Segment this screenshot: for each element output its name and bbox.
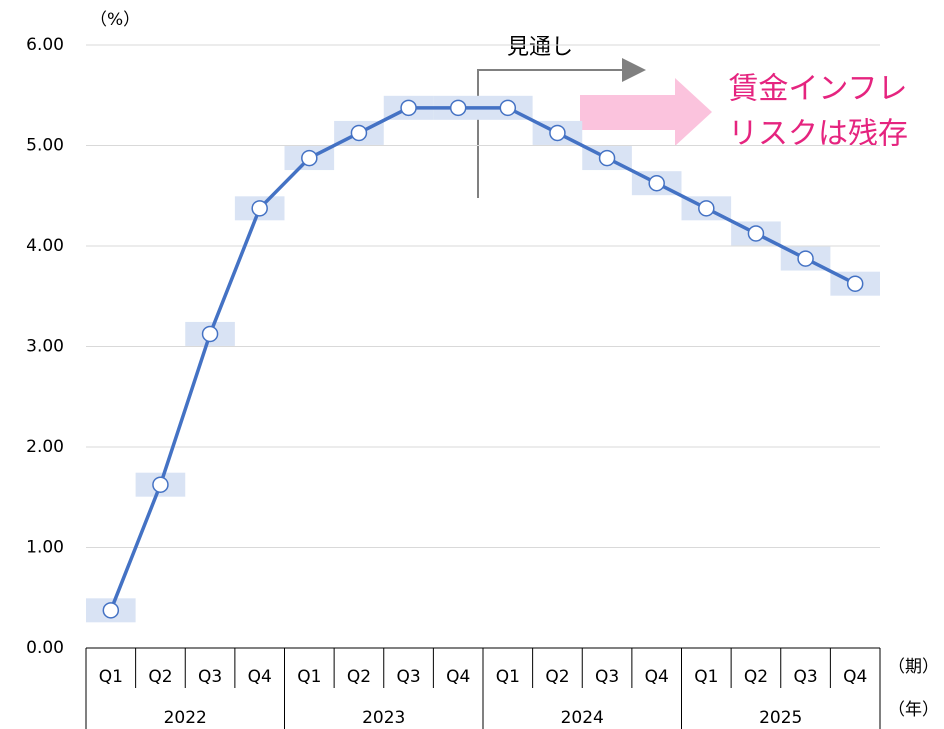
point xyxy=(400,99,417,117)
line xyxy=(109,106,856,611)
year-tick-label: 2025 xyxy=(759,708,802,728)
point xyxy=(698,200,715,217)
x-tick-label: Q3 xyxy=(595,667,619,687)
risk-label: 賃金インフレ xyxy=(728,72,907,107)
x-label: （期） xyxy=(888,657,939,677)
y-tick-label: 2.00 xyxy=(26,437,64,457)
x-tick-label: Q4 xyxy=(248,667,272,687)
point xyxy=(549,124,566,142)
y-tick-label: 6.00 xyxy=(26,35,64,55)
point xyxy=(598,149,616,167)
point xyxy=(449,99,467,117)
y-tick-label: 3.00 xyxy=(26,337,64,357)
risk-arrow xyxy=(580,78,712,146)
x-tick-label: Q3 xyxy=(396,667,420,687)
x-tick-label: Q2 xyxy=(744,667,768,687)
x-tick-label: Q1 xyxy=(694,667,718,687)
point xyxy=(301,149,318,167)
x-tick-label: Q2 xyxy=(347,667,371,687)
year-label: （年） xyxy=(888,700,939,720)
x-tick-label: Q4 xyxy=(843,667,867,687)
x-tick-label: Q1 xyxy=(99,667,123,687)
risk-label: リスクは残存 xyxy=(728,117,908,152)
point xyxy=(797,250,814,267)
x-tick-label: Q2 xyxy=(545,667,569,687)
year-tick-label: 2022 xyxy=(164,708,207,728)
x-tick-label: Q1 xyxy=(496,667,520,687)
x-tick-label: Q1 xyxy=(297,667,321,687)
forecast-label: 見通し xyxy=(507,35,573,60)
point xyxy=(152,476,169,493)
forecast-arrow xyxy=(477,58,646,198)
x-tick-label: Q2 xyxy=(148,667,172,687)
point xyxy=(499,99,517,117)
y-tick-label: 5.00 xyxy=(26,136,64,156)
y-unit: （%） xyxy=(90,10,140,30)
x-tick-label: Q3 xyxy=(198,667,222,687)
x-tick-label: Q3 xyxy=(793,667,817,687)
x-tick-label: Q4 xyxy=(446,667,470,687)
point xyxy=(251,200,268,217)
year-tick-label: 2024 xyxy=(561,708,604,728)
point xyxy=(201,325,219,343)
point xyxy=(350,124,368,142)
point xyxy=(102,602,120,619)
point xyxy=(648,174,665,192)
point xyxy=(747,225,765,242)
point xyxy=(846,275,864,292)
year-tick-label: 2023 xyxy=(362,708,405,728)
y-tick-label: 1.00 xyxy=(26,538,64,558)
y-tick-label: 0.00 xyxy=(26,638,64,658)
x-tick-label: Q4 xyxy=(645,667,669,687)
y-tick-label: 4.00 xyxy=(26,236,64,256)
